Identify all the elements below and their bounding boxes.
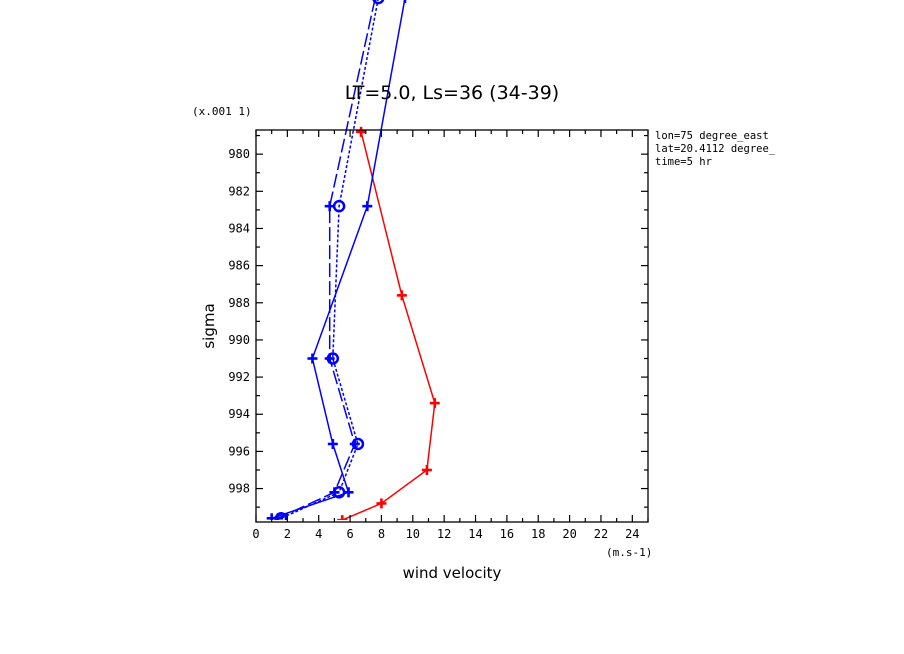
data-point bbox=[362, 201, 373, 212]
x-tick-label: 22 bbox=[594, 527, 608, 541]
y-tick-label: 980 bbox=[228, 147, 250, 161]
x-tick-label: 8 bbox=[378, 527, 385, 541]
plot-frame bbox=[255, 129, 649, 523]
series-layer bbox=[266, 0, 440, 520]
x-tick-label: 10 bbox=[406, 527, 420, 541]
y-tick-label: 996 bbox=[228, 444, 250, 458]
data-point bbox=[421, 464, 432, 475]
data-point bbox=[307, 353, 318, 364]
series-line bbox=[341, 131, 436, 520]
data-point bbox=[332, 199, 346, 213]
x-scale-note: (m.s-1) bbox=[606, 546, 652, 559]
y-tick-label: 998 bbox=[228, 482, 250, 496]
data-point bbox=[274, 512, 288, 520]
x-tick-label: 18 bbox=[531, 527, 545, 541]
y-axis-label: sigma bbox=[200, 303, 218, 348]
x-tick-label: 16 bbox=[500, 527, 514, 541]
y-tick-label: 988 bbox=[228, 296, 250, 310]
info-line-lat: lat=20.4112 degree_ bbox=[655, 143, 776, 155]
x-tick-label: 14 bbox=[468, 527, 482, 541]
y-scale-note: (x.001 1) bbox=[192, 105, 252, 118]
x-axis-label: wind velocity bbox=[403, 564, 502, 582]
y-tick-label: 986 bbox=[228, 259, 250, 273]
data-point bbox=[332, 486, 346, 499]
y-tick-label: 992 bbox=[228, 370, 250, 384]
x-tick-label: 2 bbox=[284, 527, 291, 541]
data-point bbox=[372, 0, 385, 5]
series-4 bbox=[274, 0, 385, 520]
y-tick-label: 984 bbox=[228, 221, 250, 235]
x-tick-label: 6 bbox=[346, 527, 353, 541]
data-point bbox=[429, 398, 440, 409]
series-line bbox=[277, 0, 376, 519]
data-point bbox=[326, 352, 340, 365]
x-tick-label: 20 bbox=[562, 527, 576, 541]
ticks-layer: 0 2 4 6 8 10 12 14 16 18 20 22 249809829849869889909… bbox=[228, 130, 649, 541]
data-point bbox=[396, 290, 407, 301]
x-tick-label: 0 bbox=[252, 527, 259, 541]
info-line-time: time=5 hr bbox=[655, 156, 712, 168]
chart-title: LT=5.0, Ls=36 (34-39) bbox=[345, 82, 559, 104]
y-tick-label: 990 bbox=[228, 333, 250, 347]
x-tick-label: 12 bbox=[437, 527, 451, 541]
x-tick-label: 24 bbox=[625, 527, 639, 541]
data-point bbox=[327, 438, 338, 449]
info-line-lon: lon=75 degree_east bbox=[655, 130, 769, 142]
series-line bbox=[271, 0, 406, 520]
data-point bbox=[356, 126, 367, 137]
series-1 bbox=[337, 126, 440, 520]
data-point bbox=[376, 498, 387, 509]
data-point bbox=[351, 437, 365, 451]
y-tick-label: 982 bbox=[228, 184, 250, 198]
y-tick-label: 994 bbox=[228, 407, 250, 421]
x-tick-label: 4 bbox=[315, 527, 322, 541]
series-2 bbox=[266, 0, 407, 520]
data-point bbox=[337, 515, 348, 520]
data-point bbox=[403, 0, 407, 4]
series-line bbox=[280, 0, 379, 519]
